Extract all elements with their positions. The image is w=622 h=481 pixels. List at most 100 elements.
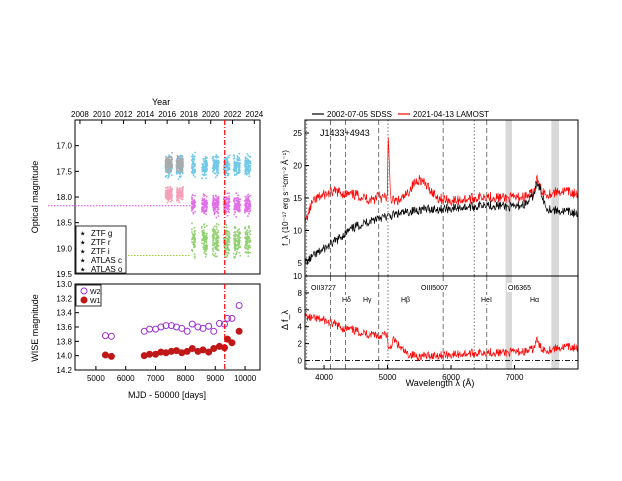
data-point — [211, 244, 214, 247]
data-point — [245, 230, 248, 233]
data-point — [216, 255, 218, 258]
data-point — [180, 194, 183, 197]
y-tick-label: 13.2 — [56, 294, 72, 303]
spectrum-curves — [304, 137, 579, 268]
year-tick-label: 2020 — [202, 110, 220, 119]
data-point — [192, 211, 195, 214]
data-point — [205, 195, 208, 198]
data-point — [171, 166, 174, 169]
data-point — [244, 246, 246, 249]
data-point — [181, 159, 184, 162]
data-point — [212, 197, 215, 200]
data-point — [194, 151, 197, 154]
difference-curve — [304, 312, 579, 361]
wise-point — [167, 322, 175, 330]
data-point — [192, 236, 195, 239]
object-name: J1433+4943 — [320, 128, 370, 138]
difference-plot-frame — [304, 275, 579, 370]
data-point — [204, 237, 207, 240]
data-point — [212, 237, 214, 240]
data-point — [191, 171, 193, 173]
data-point — [193, 234, 196, 236]
data-point — [249, 169, 251, 171]
data-point — [236, 160, 239, 162]
data-point — [213, 244, 216, 246]
data-point — [215, 204, 218, 206]
y-tick-label: 19.5 — [56, 270, 72, 279]
data-point — [249, 204, 252, 207]
difference-x-ticks: 4000 5000 6000 7000 — [315, 365, 524, 382]
optical-y-ticks: 17.0 17.5 18.0 18.5 19.0 19.5 — [56, 142, 79, 279]
legend-label: ZTF i — [91, 247, 110, 256]
data-point — [193, 158, 196, 161]
data-point — [249, 162, 252, 164]
data-point — [237, 239, 240, 241]
data-point — [238, 169, 241, 172]
data-point — [213, 172, 216, 174]
difference-line — [304, 312, 579, 361]
wise-point — [101, 351, 109, 359]
data-point — [238, 236, 241, 239]
data-point — [217, 196, 220, 198]
wise-x-ticks: 5000 6000 7000 8000 9000 10000 — [87, 366, 257, 383]
data-point — [244, 240, 247, 243]
data-point — [205, 160, 208, 163]
data-point — [247, 163, 249, 165]
data-point — [217, 215, 220, 217]
data-point — [194, 204, 197, 207]
data-point — [194, 171, 196, 174]
year-tick-label: 2024 — [245, 110, 263, 119]
data-point — [244, 156, 247, 159]
data-point — [236, 155, 239, 157]
x-tick-label: 9000 — [206, 374, 224, 383]
data-point — [215, 216, 218, 219]
data-point — [169, 187, 172, 190]
data-point — [216, 198, 219, 201]
data-point — [215, 248, 217, 251]
data-point — [215, 159, 218, 162]
data-point — [165, 160, 167, 163]
data-point — [244, 159, 247, 162]
data-point — [225, 251, 228, 254]
data-point — [235, 208, 238, 210]
wise-point — [157, 323, 165, 331]
data-point — [201, 230, 204, 233]
data-point — [245, 171, 248, 174]
year-tick-label: 2010 — [93, 110, 111, 119]
data-point — [215, 240, 218, 243]
data-point — [235, 234, 238, 236]
data-point — [212, 241, 214, 244]
data-point — [228, 154, 231, 157]
data-point — [213, 254, 216, 257]
data-point — [204, 199, 207, 202]
x-tick-label: 4000 — [315, 373, 333, 382]
data-point — [213, 235, 216, 237]
legend-label: ATLAS o — [91, 265, 123, 274]
data-point — [247, 255, 250, 257]
data-point — [244, 195, 247, 198]
data-point — [201, 225, 203, 228]
data-point — [246, 166, 249, 169]
year-tick-label: 2012 — [115, 110, 133, 119]
data-point — [235, 206, 238, 209]
data-point — [202, 246, 205, 249]
data-point — [226, 192, 229, 195]
data-point — [204, 155, 207, 158]
data-point — [179, 173, 181, 176]
data-point — [235, 166, 237, 168]
data-point — [169, 170, 172, 173]
wise-point — [228, 339, 236, 347]
data-point — [193, 168, 196, 171]
data-point — [165, 164, 168, 167]
data-point — [201, 203, 204, 206]
data-point — [249, 209, 252, 212]
data-point — [203, 242, 206, 244]
wise-point — [223, 335, 231, 343]
data-point — [245, 157, 248, 160]
data-point — [236, 237, 239, 240]
data-point — [236, 161, 238, 164]
x-tick-label: 6000 — [117, 374, 135, 383]
data-point — [239, 159, 241, 162]
telluric-band — [505, 276, 512, 369]
